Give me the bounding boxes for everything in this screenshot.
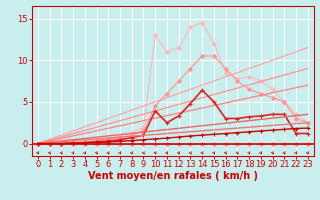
X-axis label: Vent moyen/en rafales ( km/h ): Vent moyen/en rafales ( km/h ) bbox=[88, 171, 258, 181]
